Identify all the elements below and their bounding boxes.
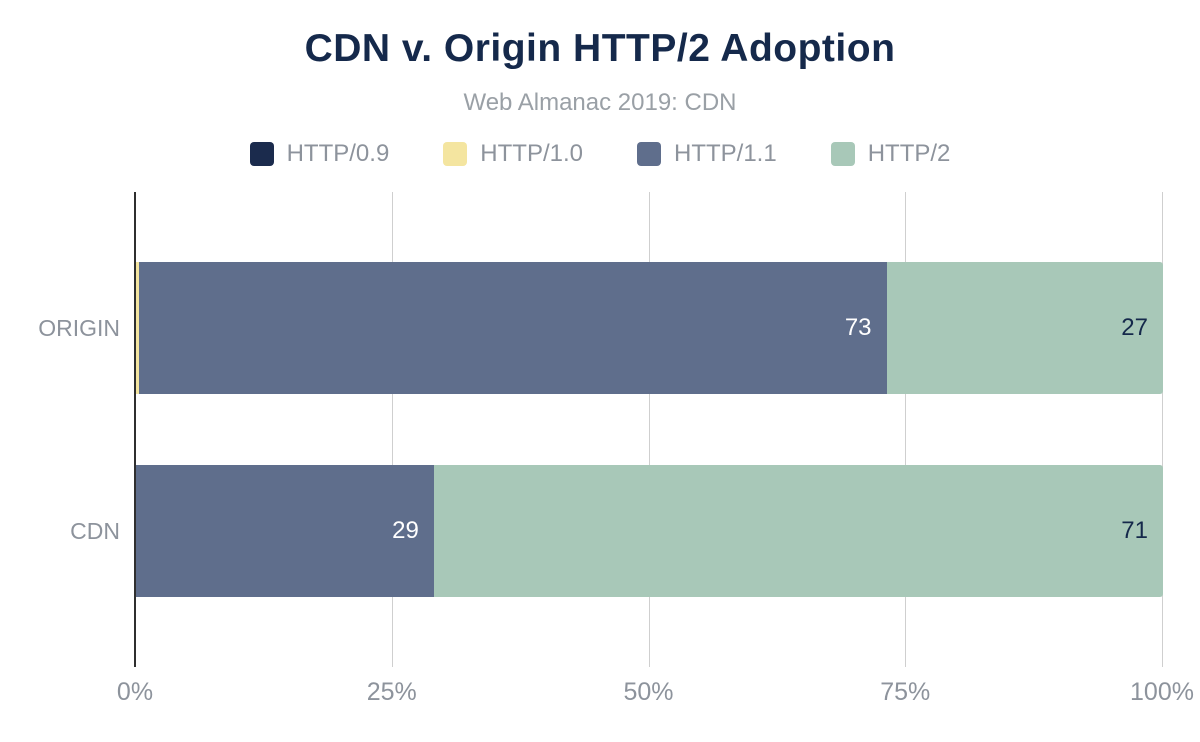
bar-row-origin: 73 27 — [136, 262, 1163, 394]
legend-item-http-2: HTTP/2 — [830, 140, 951, 168]
bar-value-label: 71 — [1121, 517, 1148, 544]
y-axis-label: ORIGIN — [38, 315, 120, 341]
plot-area: 0% 25% 50% 75% 100% ORIGIN 73 27 CDN 29 71 — [0, 192, 1200, 712]
bar-row-cdn: 29 71 — [136, 465, 1163, 597]
legend-swatch-icon — [249, 142, 274, 166]
bar-segment-http-1-0[interactable] — [136, 262, 140, 394]
x-tick-label: 25% — [366, 678, 417, 706]
bar-segment-http-2[interactable]: 71 — [433, 465, 1163, 597]
bar-value-label: 29 — [392, 517, 419, 544]
legend-label: HTTP/1.0 — [480, 140, 583, 167]
legend-label: HTTP/1.1 — [674, 140, 777, 167]
chart-subtitle: Web Almanac 2019: CDN — [463, 89, 737, 116]
gridline — [905, 192, 907, 667]
bar-value-label: 73 — [844, 314, 872, 341]
legend: HTTP/0.9 HTTP/1.0 HTTP/1.1 HTTP/2 — [0, 140, 1200, 168]
x-tick-label: 100% — [1130, 678, 1194, 706]
chart-title: CDN v. Origin HTTP/2 Adoption — [304, 27, 896, 70]
legend-label: HTTP/2 — [867, 140, 951, 167]
legend-swatch-icon — [637, 142, 661, 166]
legend-item-http-0-9: HTTP/0.9 — [249, 140, 390, 168]
legend-item-http-1-0: HTTP/1.0 — [443, 140, 583, 168]
x-tick-label: 50% — [623, 678, 674, 706]
x-tick-label: 0% — [116, 678, 154, 706]
bar-segment-http-1-1[interactable]: 29 — [136, 465, 434, 597]
legend-item-http-1-1: HTTP/1.1 — [637, 140, 777, 168]
gridline — [391, 192, 393, 667]
y-axis-label: CDN — [70, 518, 120, 544]
legend-label: HTTP/0.9 — [286, 140, 390, 167]
bar-value-label: 27 — [1121, 314, 1148, 341]
legend-swatch-icon — [830, 142, 855, 166]
bar-segment-http-1-1[interactable]: 73 — [139, 262, 887, 394]
legend-swatch-icon — [443, 142, 468, 166]
bar-segment-http-2[interactable]: 27 — [886, 262, 1163, 394]
y-axis-line — [134, 192, 136, 667]
gridline — [648, 192, 650, 667]
gridline — [1162, 192, 1163, 667]
x-tick-label: 75% — [880, 678, 931, 706]
